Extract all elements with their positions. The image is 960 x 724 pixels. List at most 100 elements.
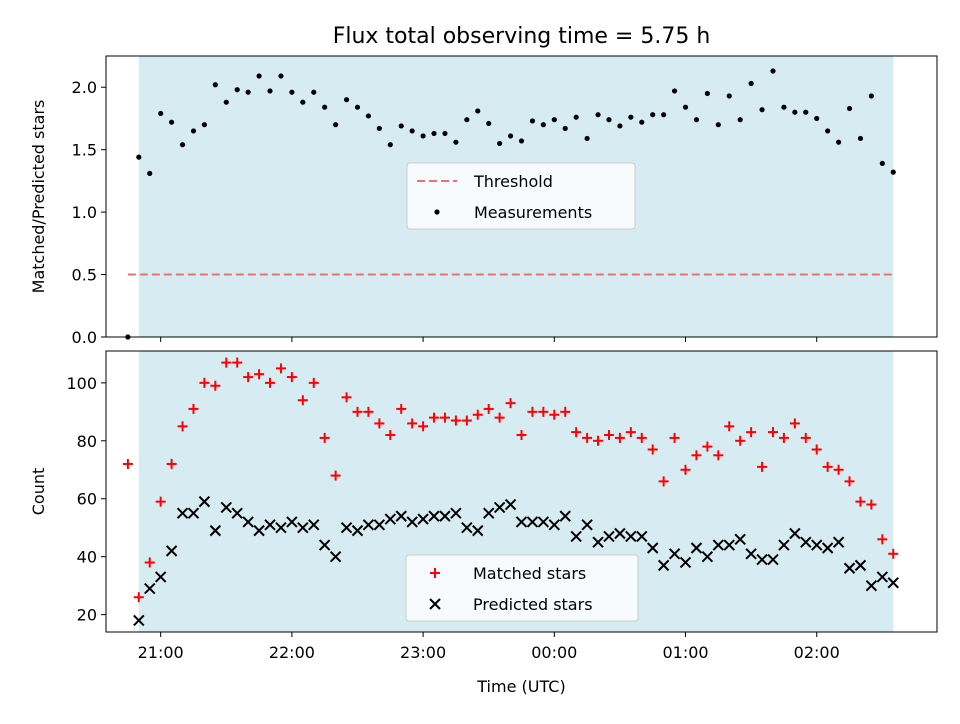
predicted-star-point [821,542,834,554]
measurement-point [846,105,853,112]
measurement-point [737,117,743,123]
y-tick-label: 40 [77,548,97,567]
measurement-point [726,93,732,99]
x-marker-b [832,536,845,548]
measurement-point [158,110,164,117]
x-marker-b [712,539,725,551]
measurement-point [814,115,820,122]
plot-frame [105,55,938,338]
predicted-star-point [176,507,189,519]
x-marker-b [406,516,418,528]
predicted-star-point [701,550,714,563]
x-marker-b [504,498,517,511]
measurement-point [322,104,328,110]
legend-matched-label: Matched stars [473,564,586,583]
measurement-point [617,123,623,129]
x-marker-b [876,571,889,583]
legend-threshold-label: Threshold [473,172,553,191]
matched-star-point [855,496,866,507]
measurement-point [606,117,612,123]
matched-star-point [265,377,276,388]
measurement-point [169,119,175,125]
x-marker-b [340,522,353,534]
matched-star-point [767,427,778,438]
x-marker-b [384,513,396,525]
x-marker-b [690,542,703,554]
matched-star-point [800,432,811,443]
predicted-star-point [461,522,473,534]
x-marker-b [854,559,867,572]
matched-star-point [297,395,308,406]
x-marker-b [144,582,156,595]
predicted-star-point [592,536,604,548]
measurement-point [289,89,295,95]
measurement-point [190,128,197,134]
measurement-point [486,120,492,127]
x-marker-b [679,556,692,569]
measurement-point [507,133,514,139]
predicted-star-point [329,550,342,563]
measurement-point [857,135,864,142]
matched-star-point [396,403,407,414]
measurement-point [890,169,896,175]
legend-predicted-label: Predicted stars [473,595,593,614]
matched-star-point [166,458,177,469]
predicted-star-point [723,539,735,551]
measurement-point [748,80,754,87]
predicted-star-point [297,522,309,534]
legend-predicted-swatch-b [429,598,441,610]
predicted-star-point [657,559,670,572]
matched-star-point [822,461,833,472]
y-tick-label: 2.0 [72,78,97,97]
x-marker-b [537,516,550,528]
measurement-point [682,104,689,110]
predicted-star-point [231,507,243,519]
predicted-star-point [690,542,703,554]
measurement-point [387,142,393,148]
matched-star-point [177,421,188,432]
measurement-point [781,104,787,110]
measurement-point [792,109,798,115]
predicted-star-point [439,510,451,522]
matched-star-point [538,406,549,417]
measurement-point [879,160,885,167]
matched-star-point [308,377,319,388]
predicted-star-point [832,536,845,548]
measurement-point [650,112,656,118]
matched-star-point [494,412,505,423]
predicted-star-point [876,571,889,583]
measurement-point [835,139,842,145]
matched-star-point [210,380,221,391]
measurement-point [671,88,678,94]
predicted-star-point [789,527,801,540]
predicted-star-point [800,536,812,548]
matched-star-point [122,458,133,469]
x-axis-label: Time (UTC) [476,677,565,696]
matched-star-point [582,432,593,443]
x-marker-b [275,522,287,534]
x-marker-b [625,530,637,543]
matched-star-point [593,435,604,446]
predicted-star-point [493,501,506,514]
x-marker-b [264,519,276,531]
measurement-point [409,128,415,134]
x-marker-b [395,510,407,522]
measurement-point [136,154,142,160]
x-marker-b [701,550,714,563]
matched-star-point [746,427,757,438]
predicted-star-point [548,519,561,531]
predicted-star-point [275,522,287,534]
y-axis-label: Count [29,468,48,516]
x-tick-label: 02:00 [794,643,840,662]
measurement-point [179,142,186,148]
measurement-point [453,139,459,145]
predicted-star-point [734,533,746,546]
matched-star-point [691,450,702,461]
x-marker-b [318,539,331,551]
measurement-point [529,118,536,124]
measurement-point [464,117,470,123]
measurement-point [300,99,306,105]
predicted-star-point [373,519,386,531]
measurement-point [431,130,437,137]
x-marker-b [570,530,582,543]
